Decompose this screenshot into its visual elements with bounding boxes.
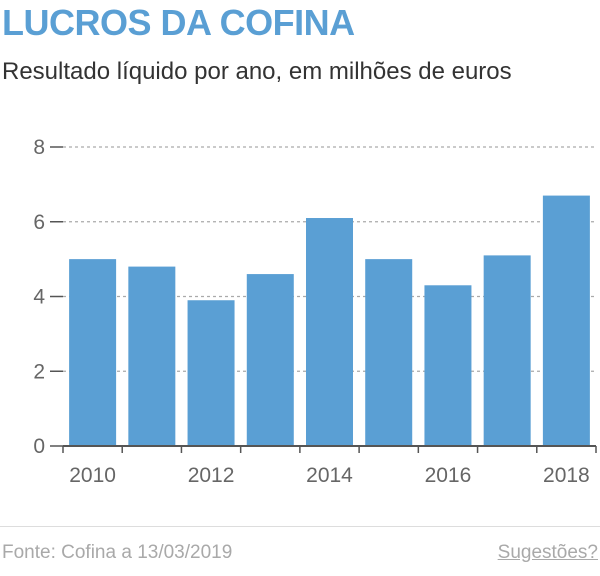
y-tick-label: 6 — [33, 211, 45, 234]
chart-subtitle: Resultado líquido por ano, em milhões de… — [2, 58, 512, 85]
y-tick-label: 0 — [33, 435, 45, 458]
chart-title: LUCROS DA COFINA — [2, 2, 355, 43]
bar-2016 — [424, 285, 472, 446]
x-tick-label: 2018 — [543, 464, 590, 487]
x-tick-label: 2010 — [69, 464, 116, 487]
bar-2017 — [483, 255, 531, 446]
y-tick-label: 4 — [33, 286, 45, 309]
bar-2012 — [187, 300, 235, 446]
x-axis: 2010 2012 2014 2016 2018 — [62, 445, 597, 487]
x-tick-label: 2016 — [425, 464, 472, 487]
bar-2014 — [306, 218, 353, 446]
bar-2015 — [365, 259, 413, 446]
suggestions-link[interactable]: Sugestões? — [497, 542, 598, 563]
bars — [69, 195, 590, 446]
footer-divider — [0, 526, 600, 527]
bar-chart: 0 2 4 6 8 2010 2012 2014 2016 2018 — [33, 136, 597, 487]
source-note: Fonte: Cofina a 13/03/2019 — [2, 542, 233, 563]
x-tick-label: 2012 — [188, 464, 235, 487]
y-tick-label: 2 — [33, 360, 45, 383]
bar-2018 — [542, 195, 590, 446]
bar-2010 — [69, 259, 117, 446]
bar-2013 — [246, 274, 294, 446]
x-tick-label: 2014 — [306, 464, 353, 487]
y-tick-label: 8 — [33, 136, 45, 159]
bar-2011 — [128, 266, 176, 446]
y-axis: 0 2 4 6 8 — [33, 136, 63, 458]
